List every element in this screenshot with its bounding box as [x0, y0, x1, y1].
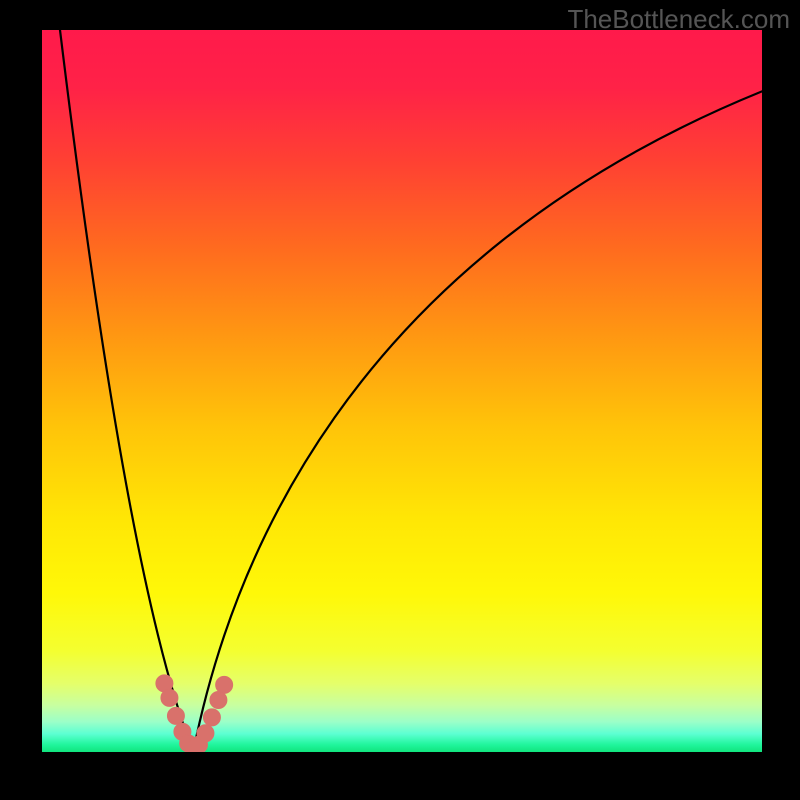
valley-marker [167, 707, 184, 724]
valley-marker [197, 725, 214, 742]
valley-marker [216, 676, 233, 693]
valley-marker [203, 709, 220, 726]
plot-gradient-background [42, 30, 762, 752]
watermark-text: TheBottleneck.com [567, 4, 790, 35]
bottleneck-chart [0, 0, 800, 800]
valley-marker [210, 692, 227, 709]
chart-stage: TheBottleneck.com [0, 0, 800, 800]
valley-marker [161, 689, 178, 706]
